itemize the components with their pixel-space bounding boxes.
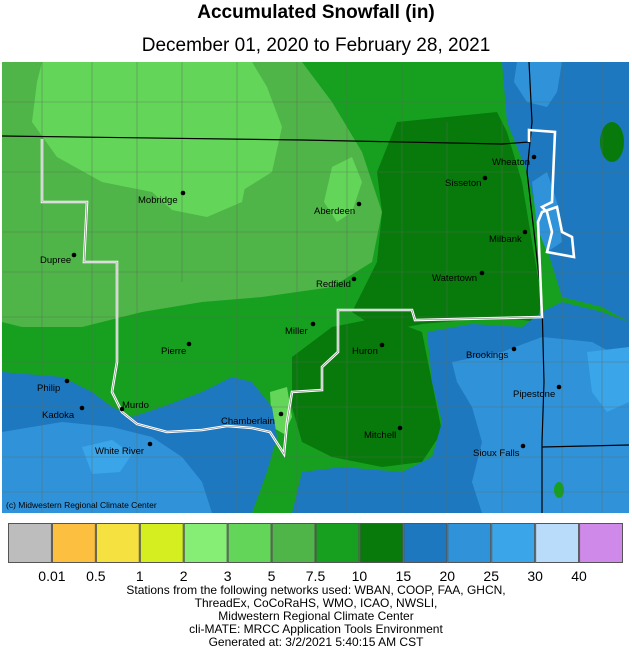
legend-tick-label: 1 bbox=[135, 568, 144, 584]
legend-tick-label: 20 bbox=[439, 568, 456, 584]
city-label: Kadoka bbox=[42, 410, 75, 421]
city-dot bbox=[310, 321, 316, 327]
cwa-boundary-outline bbox=[41, 139, 543, 455]
legend-swatch bbox=[271, 523, 316, 563]
city-label: White River bbox=[95, 446, 144, 457]
city-dot bbox=[186, 341, 192, 347]
legend-tick-label: 0.01 bbox=[38, 568, 66, 584]
city-label: Chamberlain bbox=[221, 416, 275, 427]
region-aberdeen-light-green bbox=[324, 157, 362, 222]
city-label: Aberdeen bbox=[314, 206, 355, 217]
city-dot bbox=[278, 411, 284, 417]
city-label: Mitchell bbox=[364, 430, 396, 441]
city-dot bbox=[522, 229, 528, 235]
city-dot bbox=[482, 175, 488, 181]
legend-tick-label: 15 bbox=[395, 568, 412, 584]
credits-line: Stations from the following networks use… bbox=[126, 583, 506, 597]
city-label: Miller bbox=[285, 326, 308, 337]
city-dot bbox=[119, 406, 125, 412]
region-ne-blue bbox=[502, 62, 629, 322]
legend-swatch bbox=[491, 523, 536, 563]
city-label: Sisseton bbox=[445, 178, 481, 189]
legend-swatch bbox=[359, 523, 404, 563]
legend-swatch bbox=[95, 523, 140, 563]
legend-tick-label: 30 bbox=[527, 568, 543, 584]
copyright-label: (c) Midwestern Regional Climate Center bbox=[6, 500, 157, 510]
city-label: Murdo bbox=[122, 400, 149, 411]
city-dot bbox=[531, 154, 537, 160]
city-dot bbox=[180, 190, 186, 196]
legend-tick-label: 7.5 bbox=[305, 568, 326, 584]
legend-swatch bbox=[447, 523, 492, 563]
city-dot bbox=[64, 378, 70, 384]
legend-swatch bbox=[227, 523, 272, 563]
legend-tick-label: 40 bbox=[571, 568, 587, 584]
legend-tick-label: 2 bbox=[179, 568, 188, 584]
city-label: Sioux Falls bbox=[473, 448, 520, 459]
city-dot bbox=[79, 405, 85, 411]
credits-line: cli-MATE: MRCC Application Tools Environ… bbox=[189, 622, 443, 636]
map-subtitle: December 01, 2020 to February 28, 2021 bbox=[141, 35, 491, 56]
legend-swatch bbox=[8, 523, 52, 563]
legend-swatch bbox=[51, 523, 96, 563]
city-label: Redfield bbox=[316, 279, 351, 290]
region-se-green-spot bbox=[554, 482, 564, 498]
region-ne-green-spot bbox=[600, 122, 624, 162]
city-label: Pierre bbox=[161, 346, 186, 357]
city-dot bbox=[479, 270, 485, 276]
credits-line: Midwestern Regional Climate Center bbox=[218, 609, 414, 623]
region-se-lightblue bbox=[452, 337, 629, 513]
city-label: Pipestone bbox=[513, 389, 555, 400]
city-dot bbox=[397, 425, 403, 431]
legend-tick-label: 25 bbox=[483, 568, 499, 584]
city-label: Brookings bbox=[466, 350, 508, 361]
legend-swatch bbox=[315, 523, 360, 563]
credits-text: Stations from the following networks use… bbox=[0, 584, 632, 649]
city-markers: Wheaton Sisseton Mobridge Aberdeen Milbank Du… bbox=[37, 154, 562, 459]
region-southcentral-dark-green bbox=[292, 317, 442, 467]
legend-swatch bbox=[139, 523, 184, 563]
color-legend bbox=[8, 523, 623, 563]
city-dot bbox=[511, 346, 517, 352]
city-label: Milbank bbox=[489, 234, 522, 245]
legend-swatch bbox=[579, 523, 623, 563]
legend-swatch bbox=[403, 523, 448, 563]
city-dot bbox=[520, 443, 526, 449]
legend-tick-label: 5 bbox=[267, 568, 276, 584]
legend-tick-label: 3 bbox=[223, 568, 232, 584]
credits-line: Generated at: 3/2/2021 5:40:15 AM CST bbox=[208, 635, 424, 649]
snowfall-map: Wheaton Sisseton Mobridge Aberdeen Milbank Du… bbox=[2, 62, 629, 513]
city-label: Mobridge bbox=[138, 195, 178, 206]
map-title: Accumulated Snowfall (in) bbox=[197, 2, 435, 23]
legend-tick-label: 10 bbox=[351, 568, 368, 584]
city-label: Dupree bbox=[40, 255, 71, 266]
credits-line: ThreadEx, CoCoRaHS, WMO, ICAO, NWSLI, bbox=[194, 596, 438, 610]
legend-swatch bbox=[535, 523, 580, 563]
city-label: Watertown bbox=[432, 273, 477, 284]
city-dot bbox=[147, 441, 153, 447]
city-dot bbox=[556, 384, 562, 390]
city-dot bbox=[71, 252, 77, 258]
city-label: Philip bbox=[37, 383, 60, 394]
region-se-lighterblue bbox=[587, 347, 629, 412]
region-ne-lightblue bbox=[514, 62, 562, 107]
city-label: Huron bbox=[352, 346, 378, 357]
city-dot bbox=[351, 276, 357, 282]
city-label: Wheaton bbox=[492, 157, 530, 168]
legend-tick-label: 0.5 bbox=[86, 568, 106, 584]
city-dot bbox=[379, 342, 385, 348]
region-mobridge-light-green bbox=[152, 162, 247, 217]
legend-swatch bbox=[183, 523, 228, 563]
city-dot bbox=[356, 201, 362, 207]
